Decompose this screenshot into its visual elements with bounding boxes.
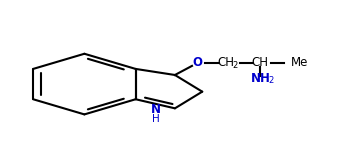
Text: O: O (192, 56, 202, 69)
Text: H: H (152, 114, 160, 124)
Text: 2: 2 (268, 76, 273, 85)
Text: 2: 2 (232, 61, 237, 70)
Text: NH: NH (250, 71, 270, 84)
Text: N: N (151, 103, 161, 116)
Text: CH: CH (252, 56, 269, 69)
Text: Me: Me (291, 56, 308, 69)
Text: CH: CH (218, 56, 235, 69)
